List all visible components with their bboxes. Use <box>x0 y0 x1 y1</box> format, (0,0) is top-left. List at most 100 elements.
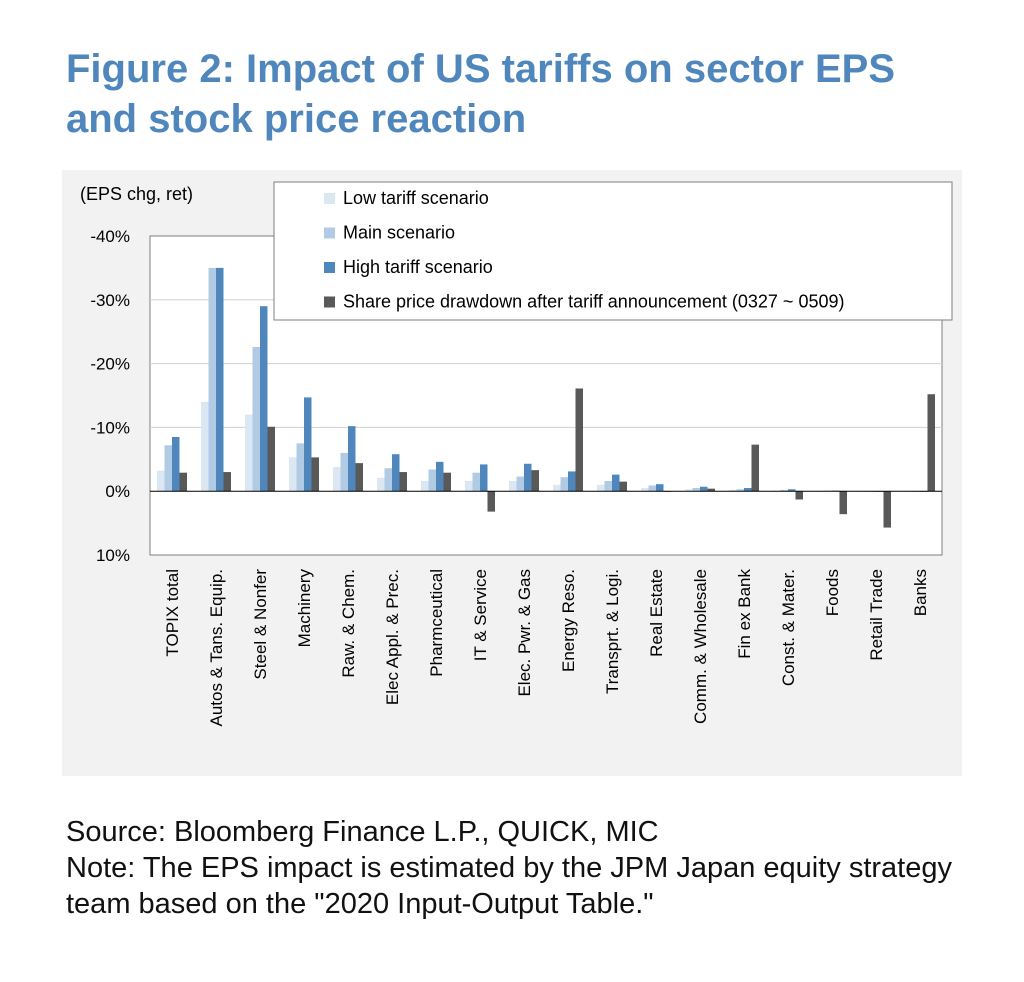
y-tick-label: -20% <box>90 355 130 374</box>
bar-3-15 <box>788 489 796 492</box>
x-tick-label: Fin ex Bank <box>735 569 754 659</box>
bar-2-2 <box>208 267 216 492</box>
legend-label: High tariff scenario <box>343 257 493 277</box>
x-tick-label: Comm. & Wholesale <box>691 569 710 724</box>
legend-swatch <box>324 227 335 239</box>
bar-4-14 <box>751 444 759 492</box>
legend-label: Share price drawdown after tariff announ… <box>343 292 844 312</box>
bar-4-2 <box>223 472 231 492</box>
x-tick-label: Steel & Nonfer <box>251 569 270 680</box>
legend-box <box>273 181 953 321</box>
bar-1-1 <box>157 470 165 492</box>
bar-4-16 <box>839 491 847 515</box>
x-tick-label: Foods <box>823 569 842 616</box>
x-tick-label: Elec. Pwr. & Gas <box>515 569 534 697</box>
x-tick-label: Transprt. & Logi. <box>603 569 622 694</box>
bar-2-7 <box>428 469 436 492</box>
bar-4-8 <box>487 491 495 512</box>
x-tick-label: Autos & Tans. Equip. <box>207 569 226 727</box>
y-tick-label: 0% <box>105 482 130 501</box>
bar-4-1 <box>179 472 187 492</box>
x-tick-label: TOPIX total <box>163 569 182 657</box>
x-tick-label: IT & Service <box>471 569 490 661</box>
bar-4-17 <box>883 491 891 528</box>
bar-1-3 <box>245 414 253 492</box>
bar-1-8 <box>465 480 473 492</box>
bar-2-4 <box>296 443 304 492</box>
bar-2-15 <box>780 489 788 492</box>
bar-3-4 <box>304 397 312 492</box>
bar-3-8 <box>480 464 488 492</box>
bar-1-13 <box>685 489 693 492</box>
x-tick-label: Energy Reso. <box>559 569 578 672</box>
bar-3-3 <box>260 306 268 492</box>
bar-3-5 <box>348 426 356 492</box>
bar-4-18 <box>927 394 935 492</box>
bar-1-4 <box>289 457 297 492</box>
bar-3-10 <box>568 471 576 492</box>
chart-panel: -40% -30% -20% -10% 0% 10% TOPIX total Autos &… <box>62 170 962 776</box>
y-axis-label: (EPS chg, ret) <box>80 184 193 204</box>
y-axis-ticks: -40% -30% -20% -10% 0% 10% <box>90 227 130 565</box>
bar-4-15 <box>795 491 803 500</box>
bar-3-9 <box>524 463 532 492</box>
bar-1-10 <box>553 484 561 492</box>
bar-4-9 <box>531 470 539 492</box>
bar-4-4 <box>311 457 319 492</box>
bar-4-11 <box>619 481 627 492</box>
x-tick-label: Retail Trade <box>867 569 886 661</box>
bar-3-1 <box>172 436 180 492</box>
legend: Low tariff scenario Main scenario High tar… <box>273 181 953 321</box>
x-tick-label: Real Estate <box>647 569 666 657</box>
bar-3-14 <box>744 488 752 492</box>
bar-2-9 <box>516 476 524 492</box>
bars <box>157 267 935 528</box>
bar-3-2 <box>216 267 224 492</box>
bar-4-5 <box>355 463 363 492</box>
bar-1-9 <box>509 480 517 492</box>
legend-swatch <box>324 193 335 204</box>
y-tick-label: 10% <box>96 546 130 565</box>
note-text: Note: The EPS impact is estimated by the… <box>66 852 953 920</box>
bar-2-1 <box>164 445 172 492</box>
x-tick-label: Const. & Mater. <box>779 569 798 686</box>
legend-label: Main scenario <box>343 223 455 243</box>
bar-2-8 <box>472 472 480 492</box>
chart: -40% -30% -20% -10% 0% 10% TOPIX total Autos &… <box>80 181 953 727</box>
bar-3-11 <box>612 474 620 492</box>
y-tick-label: -10% <box>90 418 130 437</box>
bar-1-5 <box>333 466 341 492</box>
bar-2-12 <box>648 485 656 492</box>
x-tick-label: Banks <box>911 569 930 616</box>
bar-1-7 <box>421 480 429 492</box>
legend-swatch <box>324 262 335 273</box>
bar-1-11 <box>597 484 605 492</box>
bar-1-14 <box>729 489 737 492</box>
legend-swatch <box>324 296 335 308</box>
bar-1-2 <box>201 401 209 492</box>
bar-2-3 <box>252 347 260 492</box>
bar-2-10 <box>560 477 568 492</box>
bar-1-12 <box>641 488 649 492</box>
x-axis-ticks: TOPIX total Autos & Tans. Equip. Steel & N… <box>163 569 930 727</box>
bar-4-3 <box>267 426 275 492</box>
y-tick-label: -40% <box>90 227 130 246</box>
bar-2-13 <box>692 488 700 492</box>
x-tick-label: Raw. & Chem. <box>339 569 358 678</box>
y-tick-label: -30% <box>90 291 130 310</box>
bar-2-14 <box>736 489 744 492</box>
bar-4-10 <box>575 388 583 492</box>
bar-4-7 <box>443 472 451 492</box>
x-tick-label: Pharmceutical <box>427 569 446 677</box>
bar-2-6 <box>384 468 392 492</box>
legend-items: Low tariff scenario Main scenario High tar… <box>324 188 844 312</box>
bar-3-7 <box>436 461 444 492</box>
bar-3-13 <box>700 486 708 492</box>
bar-4-6 <box>399 472 407 492</box>
bar-2-5 <box>340 452 348 492</box>
bar-1-6 <box>377 477 385 492</box>
source-text: Source: Bloomberg Finance L.P., QUICK, M… <box>66 816 659 848</box>
x-tick-label: Machinery <box>295 569 314 648</box>
figure-title: Figure 2: Impact of US tariffs on sector… <box>66 47 896 141</box>
x-tick-label: Elec Appl. & Prec. <box>383 569 402 705</box>
